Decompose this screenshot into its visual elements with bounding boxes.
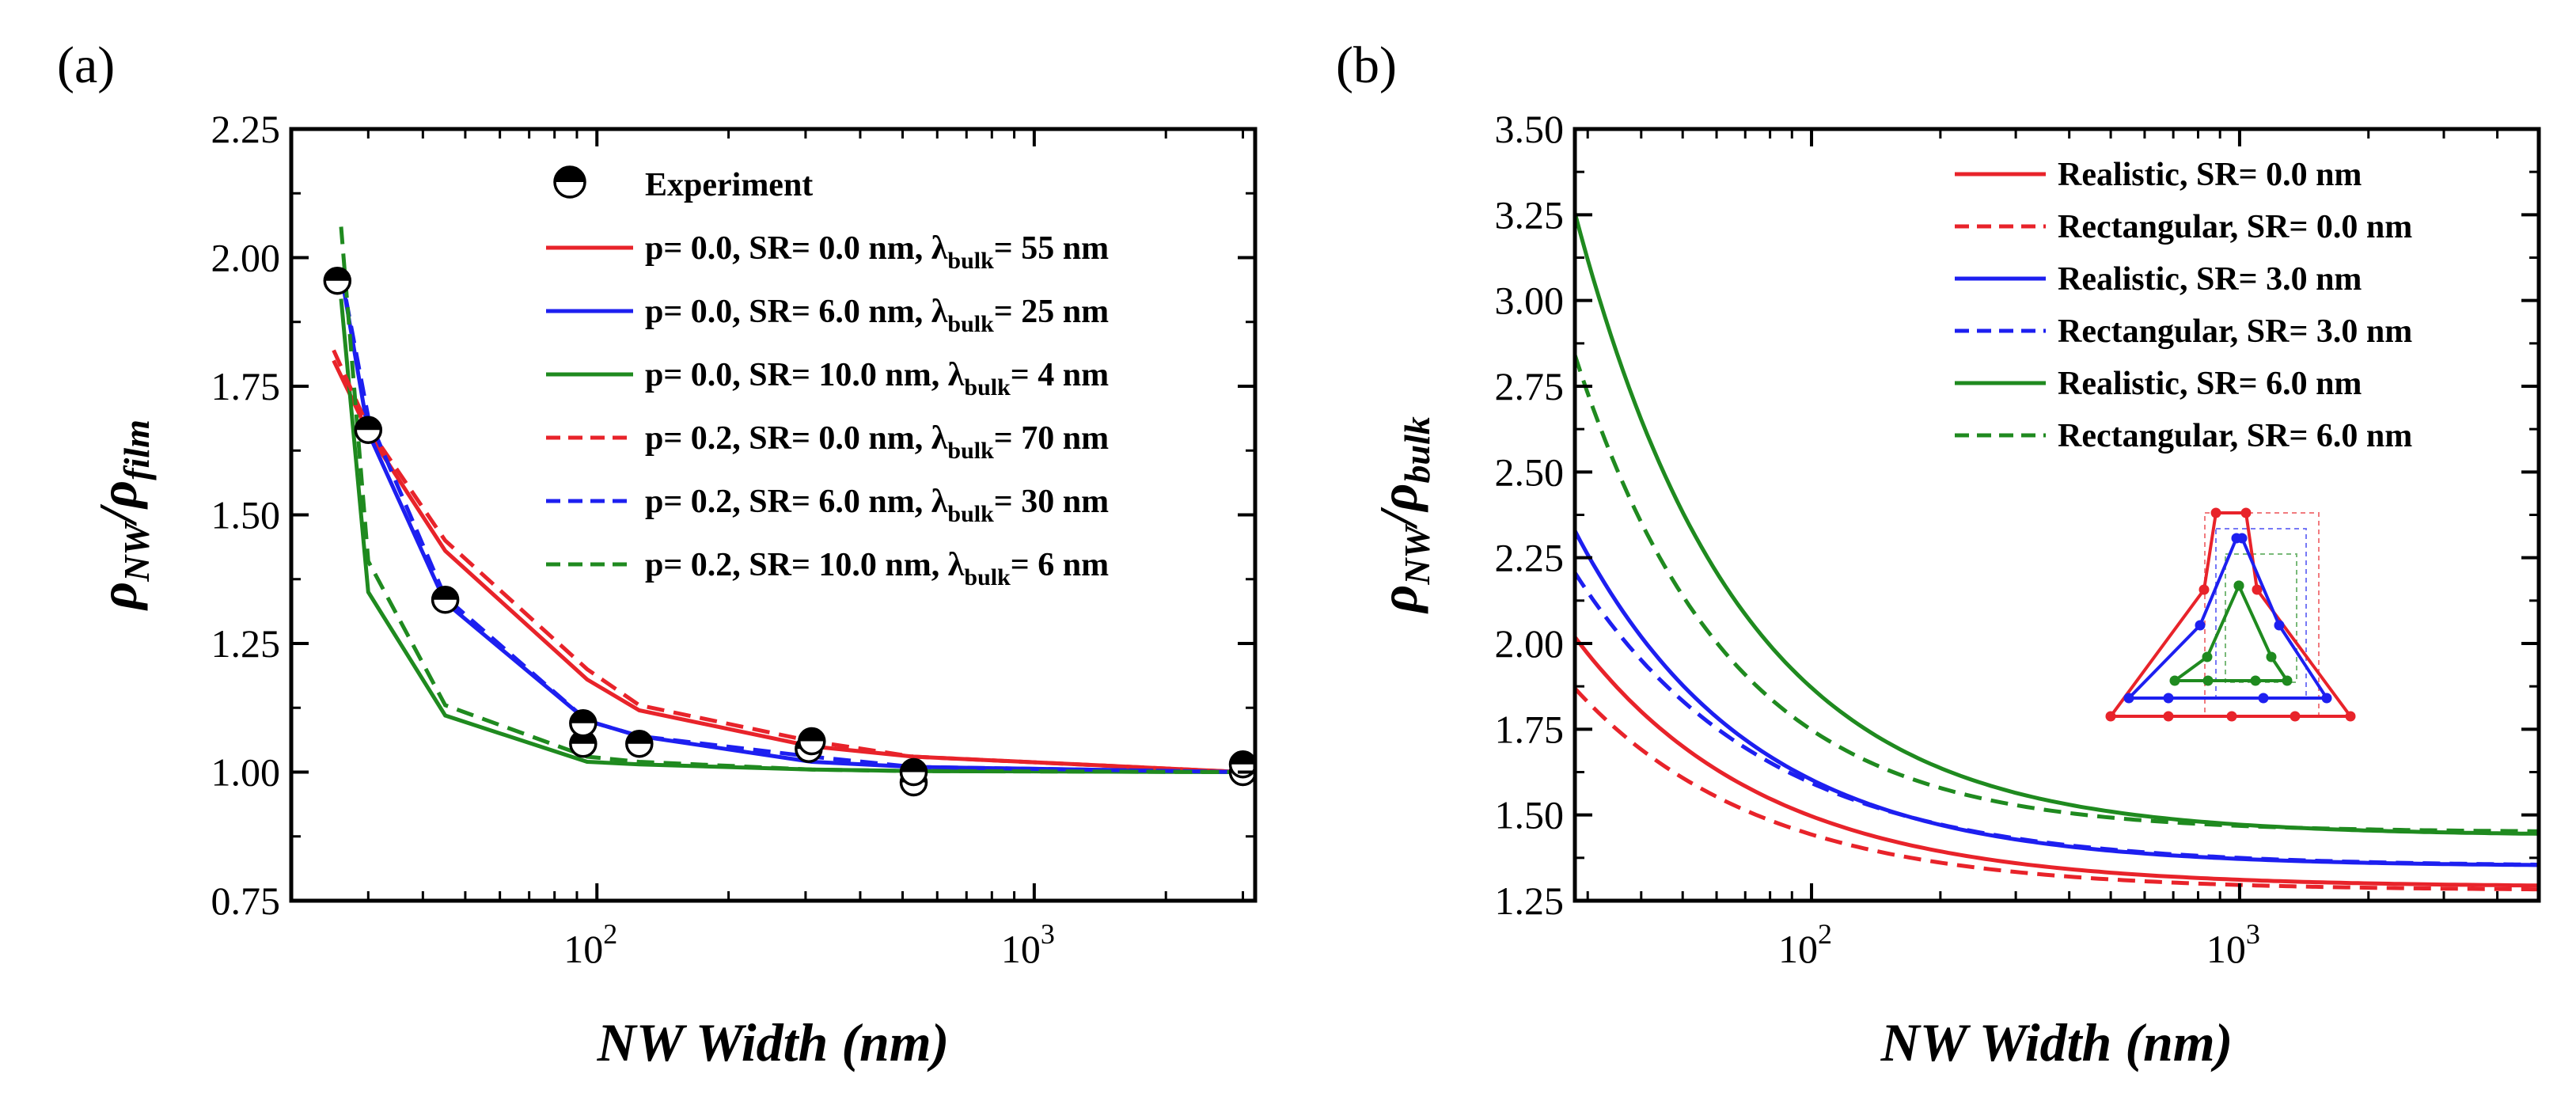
inset-vertex [2282, 675, 2293, 686]
panel-b-x-axis-title: NW Width (nm) [1880, 1012, 2233, 1072]
panel-a-experiment-points [323, 267, 1258, 797]
inset-vertex [2169, 675, 2180, 686]
panel-b-legend: Realistic, SR= 0.0 nm Rectangular, SR= 0.… [1955, 157, 2412, 454]
panel-a-label: (a) [57, 36, 115, 94]
series-line [1575, 687, 2539, 892]
inset-vertex [2210, 507, 2221, 518]
y-tick-label: 1.00 [211, 750, 281, 795]
legend-label: Realistic, SR= 3.0 nm [2058, 261, 2362, 298]
y-tick-label: 2.50 [1495, 450, 1565, 494]
x-tick-label: 102 [563, 918, 617, 971]
series-line [1575, 530, 2539, 867]
experiment-marker [553, 165, 586, 199]
inset-cross-section [2169, 582, 2290, 682]
panel-b-y-axis-title: ρNW/ρbulk [1368, 416, 1437, 613]
x-tick-label: 102 [1778, 918, 1832, 971]
inset-vertex [2226, 711, 2237, 722]
inset-vertex [2199, 584, 2210, 595]
cross-section-schematic-icon [2105, 507, 2356, 722]
panel-b-label: (b) [1336, 36, 1397, 94]
legend-label: p= 0.2, SR= 6.0 nm, λbulk= 30 nm [645, 484, 1109, 527]
inset-vertex [2252, 584, 2263, 595]
y-tick-label: 2.25 [1495, 536, 1565, 580]
experiment-marker [899, 757, 928, 787]
inset-vertex [2202, 675, 2214, 686]
y-tick-label: 1.50 [1495, 793, 1565, 837]
y-tick-label: 2.75 [1495, 364, 1565, 408]
y-tick-label: 1.75 [1495, 707, 1565, 751]
inset-cross-section [2107, 511, 2354, 718]
legend-label: Realistic, SR= 0.0 nm [2058, 157, 2362, 193]
inset-vertex [2345, 711, 2356, 722]
y-tick-label: 2.00 [1495, 621, 1565, 666]
panel-a-legend: Experiment p= 0.0, SR= 0.0 nm, λbulk= 55 … [546, 165, 1109, 590]
inset-vertex [2163, 693, 2174, 704]
legend-label: Rectangular, SR= 0.0 nm [2058, 209, 2412, 245]
inset-vertex [2233, 580, 2244, 591]
experiment-marker [625, 730, 654, 758]
legend-label: Rectangular, SR= 6.0 nm [2058, 418, 2412, 454]
legend-label: p= 0.0, SR= 6.0 nm, λbulk= 25 nm [645, 294, 1109, 337]
experiment-marker [569, 709, 598, 738]
experiment-marker [431, 586, 460, 614]
inset-vertex [2240, 507, 2252, 518]
x-tick-label: 103 [1001, 918, 1055, 971]
series-line [1575, 212, 2539, 836]
y-tick-label: 2.25 [211, 107, 281, 151]
legend-label: Rectangular, SR= 3.0 nm [2058, 313, 2412, 350]
inset-vertex [2274, 620, 2285, 631]
panel-b: (b) 1.25 1.50 1.75 2.00 2.25 2.50 2.75 3.00 3.25… [1336, 36, 2541, 1072]
inset-rect-outline [2225, 553, 2297, 683]
inset-vertex [2105, 711, 2116, 722]
series-line [1575, 354, 2539, 833]
y-tick-label: 3.25 [1495, 192, 1565, 237]
inset-vertex [2290, 711, 2301, 722]
panel-a-x-axis-title: NW Width (nm) [597, 1012, 950, 1072]
experiment-marker [323, 267, 352, 295]
series-line [339, 272, 1243, 774]
panel-a: (a) 0.75 1.00 1.25 1.50 1.75 2.00 2.25 102 103 E… [57, 36, 1258, 1072]
legend-label: p= 0.2, SR= 10.0 nm, λbulk= 6 nm [645, 547, 1109, 590]
inset-vertex [2195, 620, 2206, 631]
series-line [1575, 571, 2539, 867]
legend-label: Experiment [645, 167, 813, 203]
y-tick-label: 3.00 [1495, 279, 1565, 323]
panel-a-ticks: 0.75 1.00 1.25 1.50 1.75 2.00 2.25 102 103 [211, 107, 1255, 971]
inset-vertex [2202, 651, 2213, 662]
inset-vertex [2163, 711, 2174, 722]
y-tick-label: 2.00 [211, 236, 281, 280]
y-tick-label: 0.75 [211, 879, 281, 923]
inset-vertex [2321, 693, 2332, 704]
panel-b-ticks: 1.25 1.50 1.75 2.00 2.25 2.50 2.75 3.00 3.25 3.50… [1495, 107, 2540, 971]
legend-label: Realistic, SR= 6.0 nm [2058, 366, 2362, 402]
panel-a-series [332, 226, 1243, 774]
inset-vertex [2250, 675, 2261, 686]
legend-label: p= 0.0, SR= 10.0 nm, λbulk= 4 nm [645, 357, 1109, 400]
inset-rect-outline [2204, 512, 2320, 717]
panel-a-y-axis-title: ρNW/ρfilm [88, 419, 157, 611]
y-tick-label: 1.50 [211, 493, 281, 537]
y-tick-label: 1.75 [211, 364, 281, 408]
x-tick-label: 103 [2206, 918, 2260, 971]
legend-label: p= 0.2, SR= 0.0 nm, λbulk= 70 nm [645, 420, 1109, 464]
series-line [339, 272, 1243, 774]
series-line [332, 349, 1243, 774]
series-line [339, 226, 1243, 774]
panel-b-series [1575, 212, 2539, 892]
inset-vertex [2266, 651, 2277, 662]
y-tick-label: 1.25 [211, 621, 281, 666]
experiment-marker [354, 416, 383, 444]
inset-vertex [2236, 533, 2248, 544]
inset-vertex [2258, 693, 2269, 704]
series-line [1575, 636, 2539, 888]
experiment-marker [798, 727, 826, 756]
legend-label: p= 0.0, SR= 0.0 nm, λbulk= 55 nm [645, 230, 1109, 274]
inset-vertex [2123, 693, 2134, 704]
y-tick-label: 3.50 [1495, 107, 1565, 151]
y-tick-label: 1.25 [1495, 879, 1565, 923]
series-line [339, 298, 1243, 774]
